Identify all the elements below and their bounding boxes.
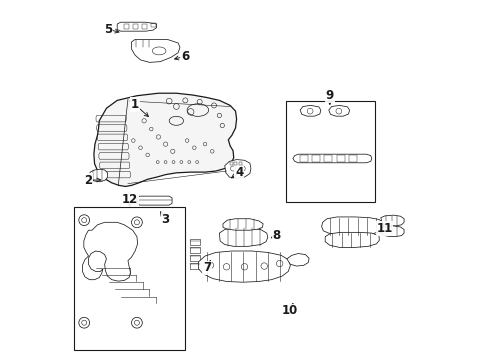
Bar xyxy=(285,101,375,202)
Polygon shape xyxy=(198,251,290,282)
Text: 2: 2 xyxy=(84,174,92,186)
Text: 6: 6 xyxy=(181,50,189,63)
Polygon shape xyxy=(190,255,200,261)
Polygon shape xyxy=(286,253,308,266)
Text: 8: 8 xyxy=(272,229,280,242)
Polygon shape xyxy=(219,228,267,246)
Polygon shape xyxy=(300,105,320,116)
Text: 3: 3 xyxy=(161,213,169,226)
Polygon shape xyxy=(325,232,379,247)
Polygon shape xyxy=(292,154,371,163)
Polygon shape xyxy=(190,247,200,253)
Text: 12: 12 xyxy=(122,193,138,206)
Polygon shape xyxy=(137,196,172,205)
Text: 5: 5 xyxy=(104,23,112,36)
Circle shape xyxy=(79,215,89,226)
Polygon shape xyxy=(223,219,263,230)
Text: 7: 7 xyxy=(203,261,210,274)
Polygon shape xyxy=(88,169,107,182)
Polygon shape xyxy=(380,215,403,226)
Text: 1: 1 xyxy=(131,98,139,111)
Circle shape xyxy=(131,217,142,228)
Polygon shape xyxy=(94,93,236,186)
Polygon shape xyxy=(82,222,137,281)
Polygon shape xyxy=(380,226,403,237)
Polygon shape xyxy=(321,217,383,235)
Polygon shape xyxy=(328,105,349,116)
Text: 9: 9 xyxy=(325,89,333,102)
Circle shape xyxy=(79,318,89,328)
Text: 4: 4 xyxy=(235,166,243,179)
Text: 11: 11 xyxy=(375,222,392,235)
Polygon shape xyxy=(190,239,200,245)
Text: 10: 10 xyxy=(281,305,297,318)
Polygon shape xyxy=(224,159,250,178)
Polygon shape xyxy=(190,263,200,269)
Bar xyxy=(74,207,185,350)
Circle shape xyxy=(131,318,142,328)
